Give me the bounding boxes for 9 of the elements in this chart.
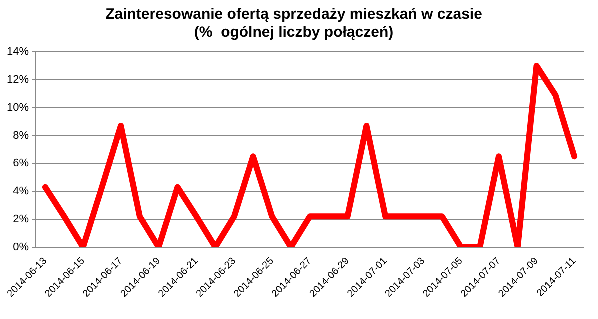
y-tick-label: 10%	[6, 102, 30, 114]
y-tick-label: 8%	[13, 130, 30, 142]
y-tick-label: 4%	[13, 186, 30, 198]
y-tick-label: 0%	[13, 241, 30, 254]
y-tick-label: 2%	[13, 213, 30, 226]
y-tick-label: 6%	[13, 158, 30, 170]
y-tick-label: 12%	[6, 74, 30, 86]
chart-title: Zainteresowanie ofertą sprzedaży mieszkań w czasie (% ogólnej liczby połączeń)	[106, 6, 482, 42]
y-tick-label: 14%	[6, 46, 30, 58]
